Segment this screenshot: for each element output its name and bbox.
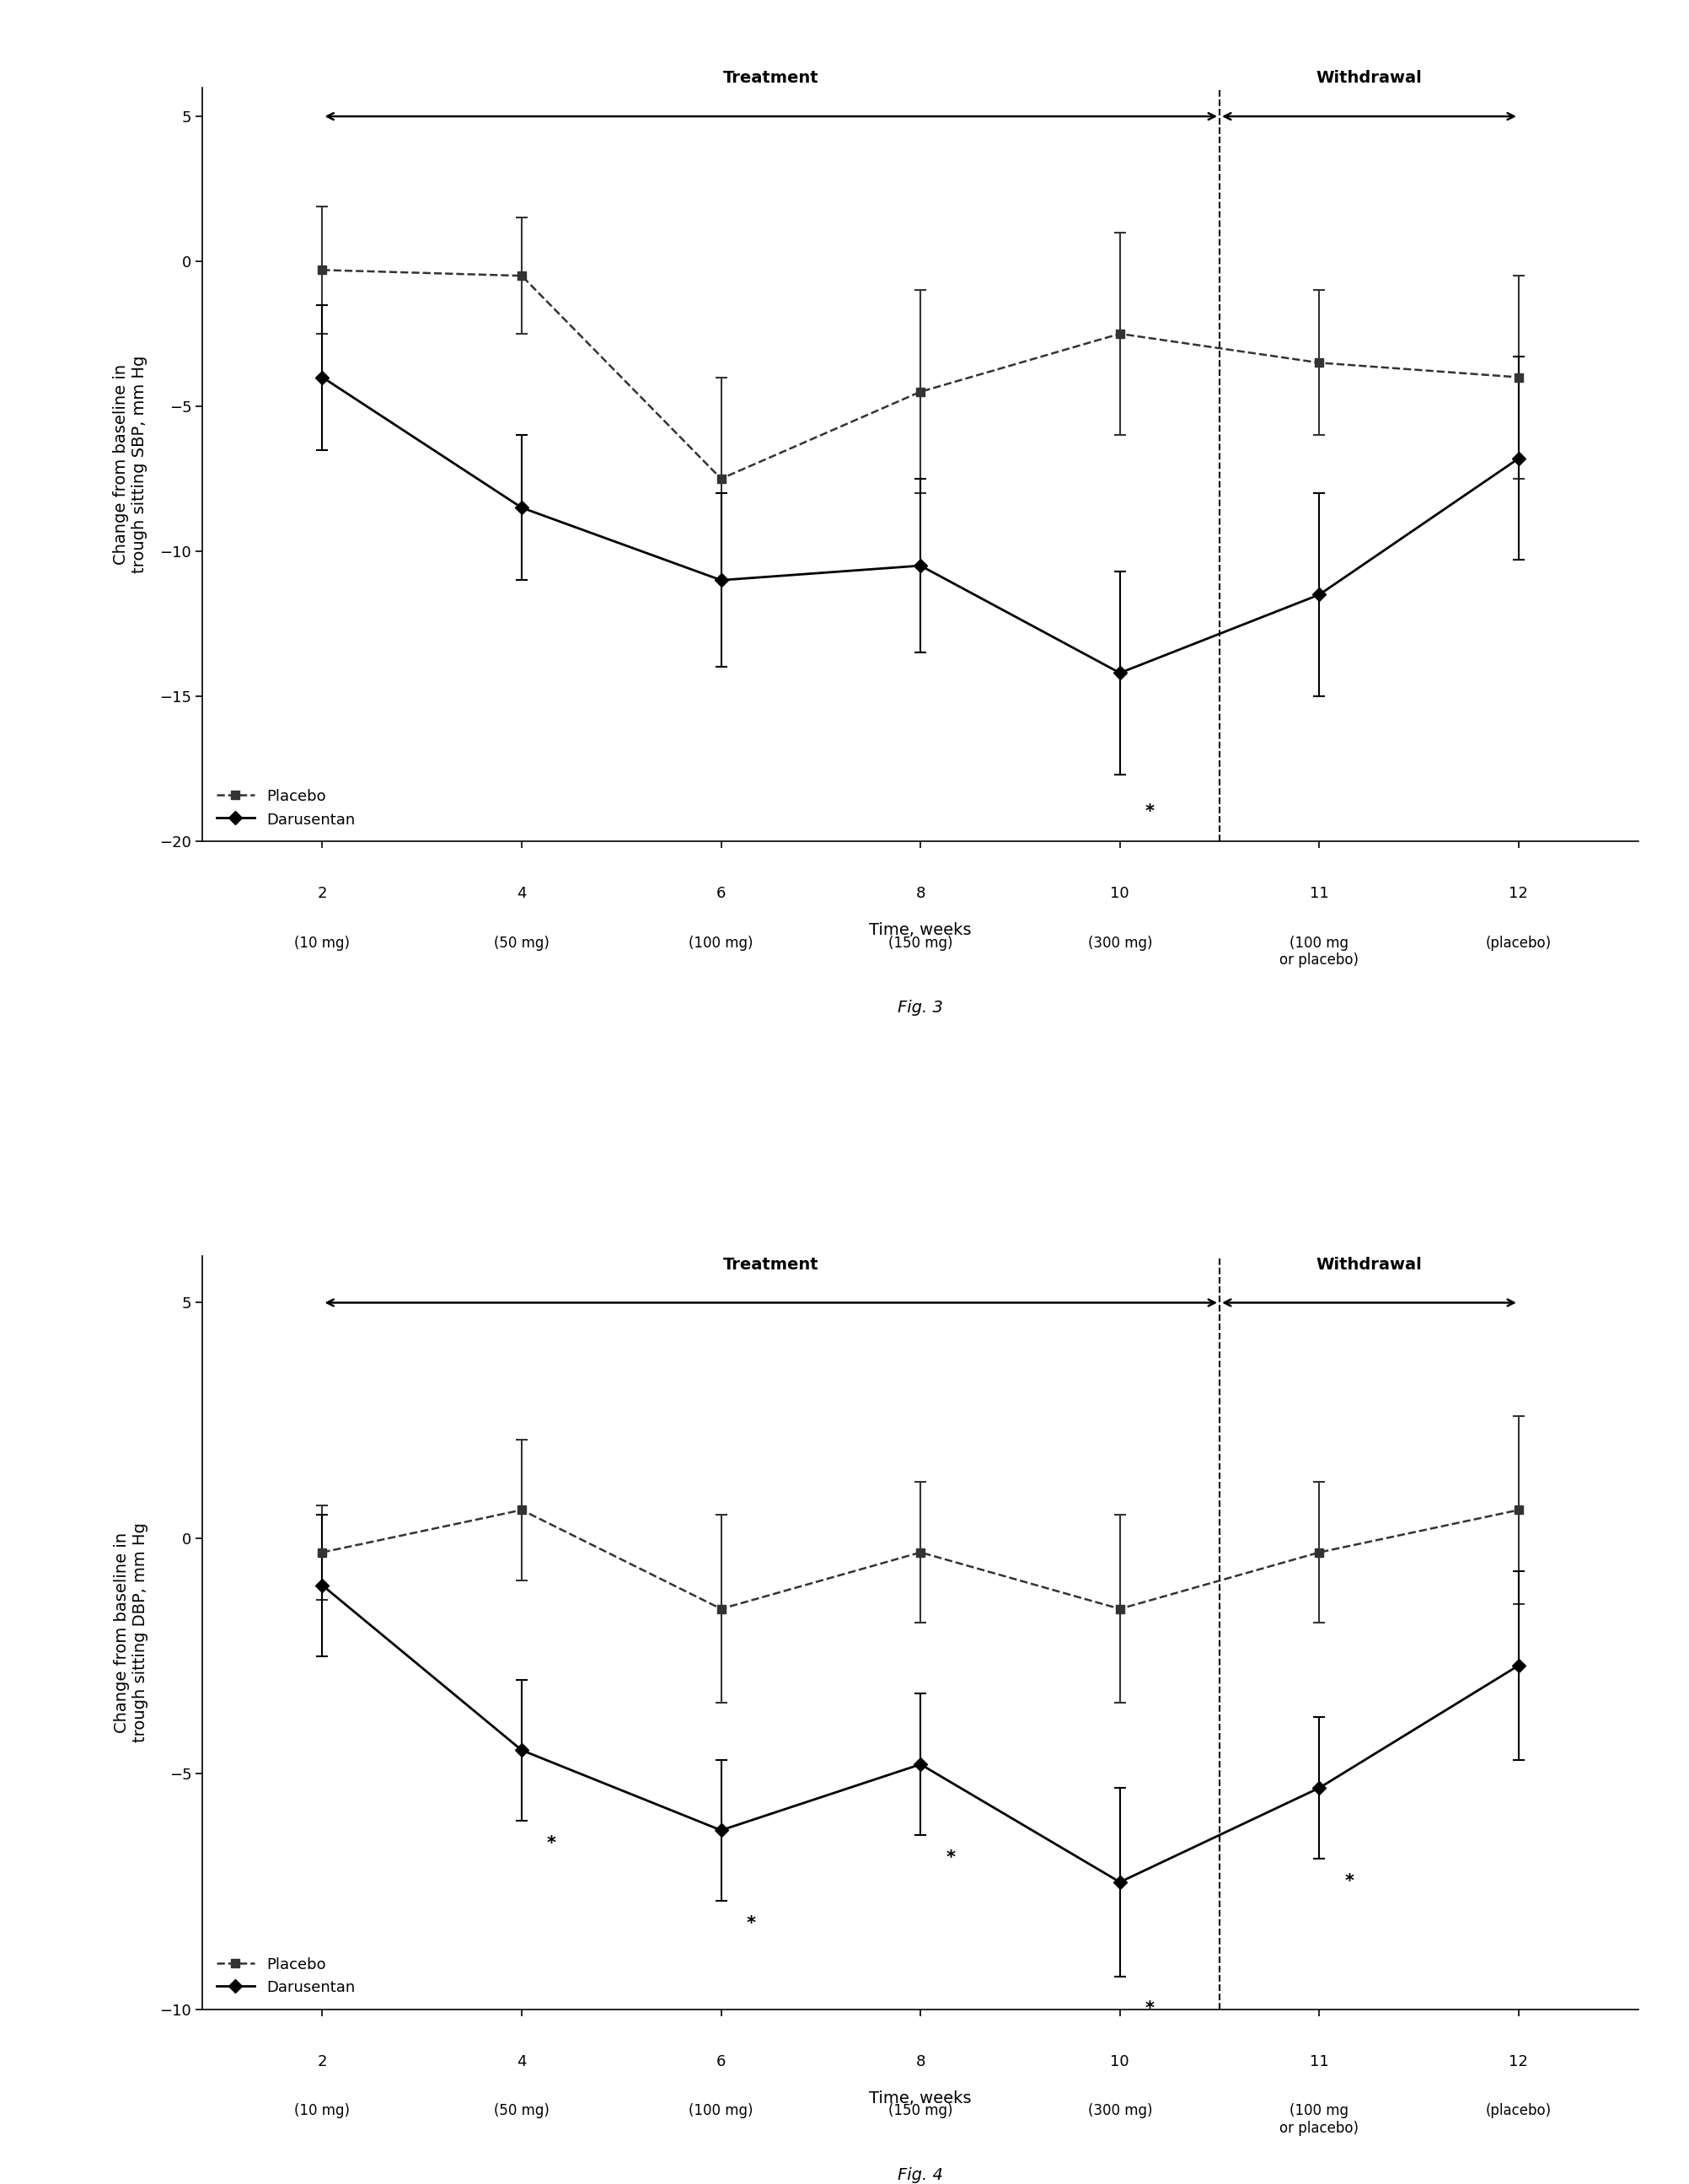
Text: Withdrawal: Withdrawal <box>1316 1256 1422 1273</box>
Text: 12: 12 <box>1508 887 1529 902</box>
Text: *: * <box>547 1835 556 1852</box>
Text: 10: 10 <box>1110 887 1130 902</box>
X-axis label: Time, weeks: Time, weeks <box>870 922 971 939</box>
Text: (10 mg): (10 mg) <box>294 935 350 950</box>
Y-axis label: Change from baseline in
trough sitting DBP, mm Hg: Change from baseline in trough sitting D… <box>113 1522 149 1743</box>
Text: (300 mg): (300 mg) <box>1088 935 1152 950</box>
X-axis label: Time, weeks: Time, weeks <box>870 2090 971 2108</box>
Text: (100 mg
or placebo): (100 mg or placebo) <box>1280 935 1360 968</box>
Text: (50 mg): (50 mg) <box>493 935 549 950</box>
Text: 11: 11 <box>1309 2055 1329 2070</box>
Text: Fig. 4: Fig. 4 <box>899 2167 942 2184</box>
Text: (150 mg): (150 mg) <box>888 935 953 950</box>
Y-axis label: Change from baseline in
trough sitting SBP, mm Hg: Change from baseline in trough sitting S… <box>113 356 149 572</box>
Text: 8: 8 <box>915 2055 926 2070</box>
Text: 8: 8 <box>915 887 926 902</box>
Text: 2: 2 <box>318 2055 328 2070</box>
Text: (100 mg): (100 mg) <box>689 935 753 950</box>
Text: (placebo): (placebo) <box>1486 2103 1552 2118</box>
Text: *: * <box>747 1915 755 1933</box>
Text: Fig. 3: Fig. 3 <box>899 1000 942 1016</box>
Text: 12: 12 <box>1508 2055 1529 2070</box>
Text: *: * <box>1344 1872 1355 1889</box>
Text: 2: 2 <box>318 887 328 902</box>
Text: (placebo): (placebo) <box>1486 935 1552 950</box>
Legend: Placebo, Darusentan: Placebo, Darusentan <box>211 782 361 834</box>
Legend: Placebo, Darusentan: Placebo, Darusentan <box>211 1950 361 2003</box>
Text: Withdrawal: Withdrawal <box>1316 70 1422 85</box>
Text: (50 mg): (50 mg) <box>493 2103 549 2118</box>
Text: *: * <box>1145 2001 1155 2016</box>
Text: (150 mg): (150 mg) <box>888 2103 953 2118</box>
Text: (10 mg): (10 mg) <box>294 2103 350 2118</box>
Text: 6: 6 <box>716 887 726 902</box>
Text: Treatment: Treatment <box>723 70 819 85</box>
Text: 10: 10 <box>1110 2055 1130 2070</box>
Text: 11: 11 <box>1309 887 1329 902</box>
Text: (100 mg
or placebo): (100 mg or placebo) <box>1280 2103 1360 2136</box>
Text: Treatment: Treatment <box>723 1256 819 1273</box>
Text: 4: 4 <box>517 887 527 902</box>
Text: 4: 4 <box>517 2055 527 2070</box>
Text: *: * <box>1145 804 1155 821</box>
Text: *: * <box>946 1850 954 1865</box>
Text: 6: 6 <box>716 2055 726 2070</box>
Text: (100 mg): (100 mg) <box>689 2103 753 2118</box>
Text: (300 mg): (300 mg) <box>1088 2103 1152 2118</box>
